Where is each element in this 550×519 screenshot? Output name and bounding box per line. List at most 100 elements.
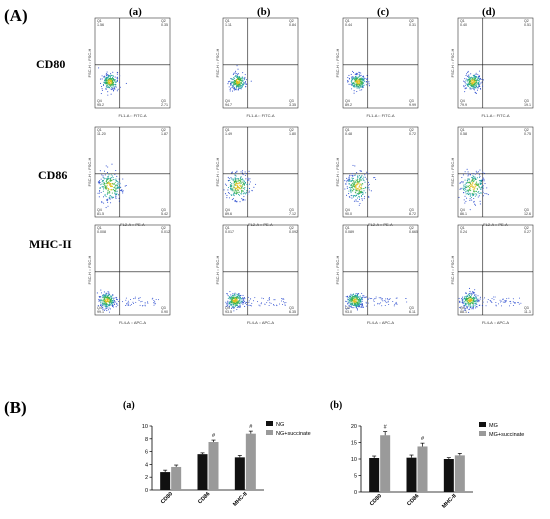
- event-dot: [105, 303, 107, 305]
- event-dot: [359, 75, 361, 77]
- event-dot: [351, 195, 353, 197]
- legend-swatch: [266, 421, 273, 426]
- event-dot: [518, 303, 520, 305]
- event-dot: [229, 290, 231, 293]
- event-dot: [348, 295, 350, 297]
- quadrant-name: Q2: [409, 226, 414, 230]
- event-dot: [244, 187, 246, 189]
- event-dot: [127, 304, 129, 306]
- event-dot: [470, 190, 472, 192]
- event-dot: [124, 185, 126, 187]
- event-dot: [105, 293, 107, 295]
- event-dot: [100, 300, 102, 302]
- event-dot: [497, 303, 499, 305]
- event-dot: [359, 82, 361, 84]
- event-dot: [234, 297, 237, 299]
- event-dot: [108, 84, 110, 86]
- y-tick-label: 2: [145, 475, 148, 481]
- event-dot: [462, 300, 464, 302]
- event-dot: [116, 302, 118, 304]
- event-dot: [116, 73, 118, 75]
- event-dot: [464, 307, 466, 309]
- event-dot: [114, 79, 117, 81]
- event-dot: [463, 86, 465, 88]
- x-axis-label: FL1-A :: FITC-A: [118, 113, 146, 118]
- event-dot: [349, 303, 352, 305]
- event-dot: [478, 186, 480, 188]
- event-dot: [370, 190, 372, 192]
- event-dot: [350, 302, 352, 304]
- event-dot: [380, 302, 382, 304]
- event-dot: [464, 298, 467, 301]
- event-dot: [103, 202, 105, 204]
- quadrant-name: Q3: [161, 99, 166, 103]
- event-dot: [467, 301, 469, 304]
- event-dot: [359, 85, 361, 87]
- event-dot: [247, 177, 249, 179]
- event-dot: [102, 176, 104, 178]
- y-tick-label: 15: [351, 441, 357, 447]
- event-dot: [479, 75, 481, 77]
- event-dot: [355, 81, 357, 83]
- event-dot: [514, 302, 516, 304]
- event-dot: [249, 181, 251, 183]
- event-dot: [230, 296, 232, 298]
- event-dot: [233, 302, 235, 304]
- event-dot: [102, 300, 104, 302]
- event-dot: [469, 290, 471, 293]
- event-dot: [241, 189, 243, 191]
- event-dot: [473, 190, 475, 192]
- event-dot: [357, 296, 359, 299]
- event-dot: [237, 180, 239, 182]
- event-dot: [482, 171, 484, 173]
- event-dot: [110, 75, 112, 77]
- event-dot: [243, 180, 245, 182]
- event-dot: [240, 187, 242, 189]
- flow-plot-mhc-ii-1: Q1 0.008 Q2 0.012 Q3 0.90 Q4 99.1 FL4-A :: APC-A…: [85, 224, 171, 332]
- event-dot: [98, 298, 100, 301]
- plot-frame: [342, 126, 419, 218]
- event-dot: [477, 79, 479, 82]
- event-dot: [239, 182, 241, 184]
- event-dot: [233, 87, 235, 89]
- event-dot: [235, 302, 238, 304]
- event-dot: [110, 299, 112, 301]
- event-dot: [345, 300, 347, 302]
- event-dot: [237, 68, 239, 70]
- event-dot: [101, 89, 103, 91]
- quadrant-percent: 0.012: [161, 230, 170, 234]
- event-dot: [103, 80, 106, 82]
- event-dot: [355, 293, 357, 295]
- event-dot: [112, 301, 114, 303]
- event-dot: [351, 177, 353, 179]
- event-dot: [116, 76, 118, 78]
- event-dot: [117, 183, 119, 185]
- event-dot: [99, 304, 102, 307]
- event-dot: [359, 183, 361, 185]
- event-dot: [386, 298, 388, 300]
- event-dot: [351, 297, 353, 299]
- event-dot: [475, 178, 477, 181]
- event-dot: [463, 297, 465, 300]
- event-dot: [348, 190, 350, 192]
- event-dot: [111, 81, 113, 83]
- event-dot: [107, 83, 109, 85]
- event-dot: [110, 74, 112, 76]
- event-dot: [365, 187, 367, 189]
- event-dot: [230, 194, 232, 196]
- quadrant-percent: 0.27: [524, 230, 531, 234]
- event-dot: [247, 179, 249, 182]
- significance-marker: #: [212, 433, 216, 439]
- x-axis-label: FL1-A :: FITC-A: [366, 113, 394, 118]
- event-dot: [349, 179, 351, 181]
- event-dot: [110, 174, 112, 176]
- event-dot: [359, 191, 361, 193]
- event-dot: [465, 75, 467, 77]
- event-dot: [467, 77, 470, 79]
- event-dot: [352, 300, 354, 302]
- event-dot: [236, 83, 238, 85]
- event-dot: [230, 177, 232, 179]
- event-dot: [101, 303, 104, 305]
